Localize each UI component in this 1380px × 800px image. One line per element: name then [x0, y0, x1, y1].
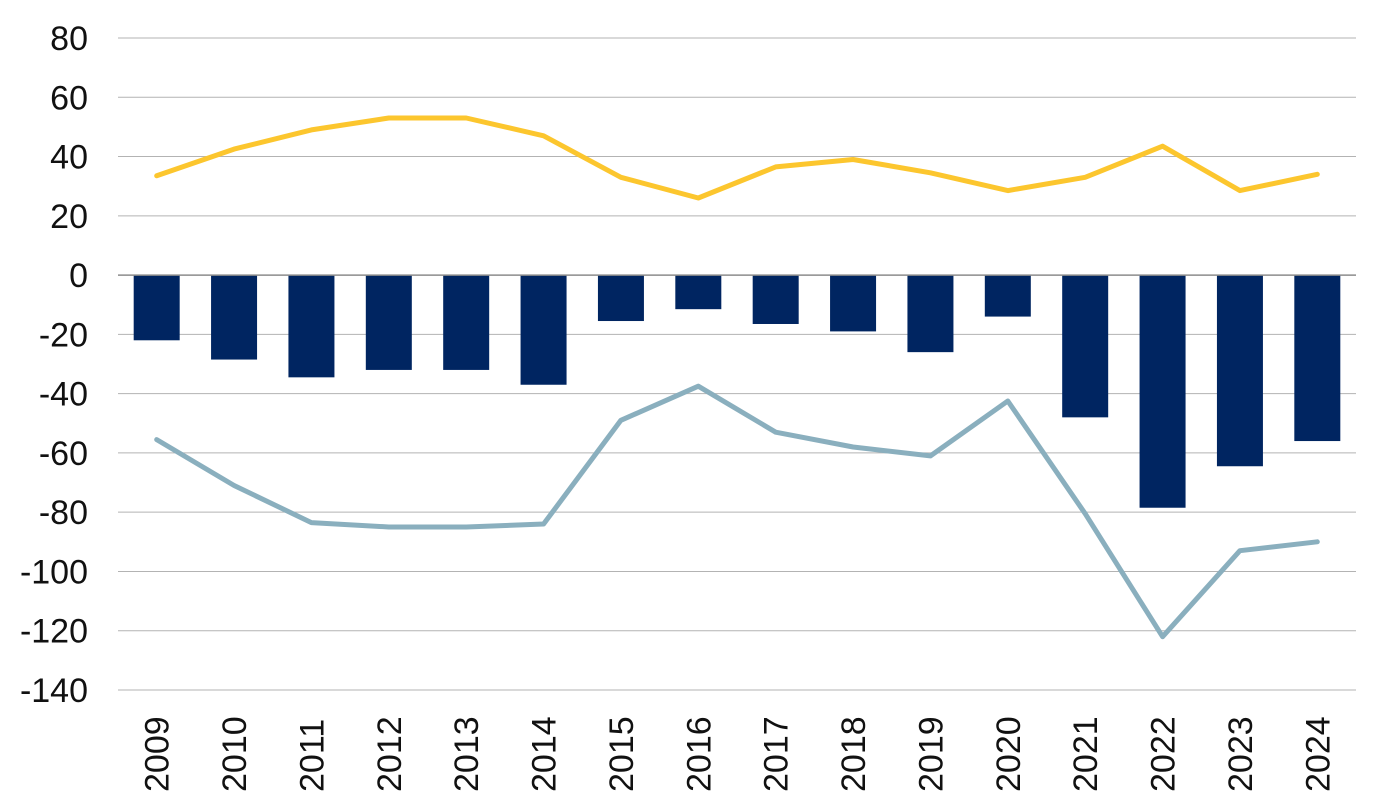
x-axis-labels: 2009 2010 2011 2012 2013 2014 2015 2016 2017 2018…: [139, 716, 1338, 792]
bar-2017: [752, 275, 799, 324]
x-tick-label: 2020: [990, 716, 1028, 792]
y-tick-label: -120: [20, 613, 88, 651]
x-tick-label: 2015: [603, 716, 641, 792]
x-tick-label: 2023: [1222, 716, 1260, 792]
x-tick-label: 2019: [912, 716, 950, 792]
bar-2024: [1294, 275, 1341, 442]
line-series-1: [154, 115, 1320, 201]
y-tick-label: 60: [50, 79, 88, 117]
y-tick-label: 0: [69, 257, 88, 295]
line-series-2: [154, 383, 1320, 640]
x-tick-label: 2016: [680, 716, 718, 792]
bar-2018: [830, 275, 877, 332]
y-tick-label: -140: [20, 672, 88, 710]
bar-2014: [520, 275, 567, 385]
y-tick-label: -60: [39, 435, 88, 473]
bar-2011: [288, 275, 335, 378]
bar-2023: [1216, 275, 1263, 467]
y-tick-label: -80: [39, 494, 88, 532]
y-tick-label: -40: [39, 376, 88, 414]
y-tick-label: -20: [39, 316, 88, 354]
bar-2022: [1139, 275, 1186, 508]
x-tick-label: 2014: [526, 716, 564, 792]
bar-2019: [907, 275, 954, 353]
y-tick-label: 80: [50, 20, 88, 58]
x-tick-label: 2013: [448, 716, 486, 792]
x-tick-label: 2010: [216, 716, 254, 792]
bar-2021: [1062, 275, 1109, 418]
y-tick-label: -100: [20, 553, 88, 591]
x-tick-label: 2024: [1299, 716, 1337, 792]
gridlines: [118, 37, 1356, 691]
bar-2015: [597, 275, 644, 322]
bar-2012: [365, 275, 412, 370]
x-tick-label: 2022: [1145, 716, 1183, 792]
bar-2020: [984, 275, 1031, 317]
y-axis-labels: 80 60 40 20 0 -20 -40 -60 -80 -100 -120 -140: [20, 20, 88, 710]
x-tick-label: 2021: [1067, 716, 1105, 792]
y-tick-label: 20: [50, 198, 88, 236]
bar-2013: [443, 275, 490, 370]
x-tick-label: 2012: [371, 716, 409, 792]
x-tick-label: 2011: [293, 719, 331, 792]
x-tick-label: 2017: [758, 716, 796, 792]
bar-2010: [211, 275, 258, 360]
y-tick-label: 40: [50, 139, 88, 177]
x-tick-label: 2009: [139, 716, 177, 792]
bar-2016: [675, 275, 722, 310]
bar-series: [133, 275, 1341, 508]
line-series-group: [154, 115, 1320, 640]
x-tick-label: 2018: [835, 716, 873, 792]
bar-2009: [133, 275, 180, 341]
